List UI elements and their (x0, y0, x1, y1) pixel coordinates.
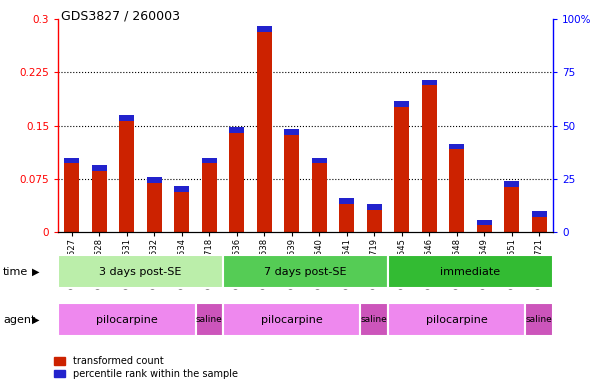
Bar (504, 181, 519, 187)
Bar (284, 129, 299, 135)
Text: pilocarpine: pilocarpine (96, 314, 158, 325)
Bar (367, 204, 382, 210)
Text: saline: saline (361, 315, 387, 324)
Bar (284, 129, 299, 232)
Bar (58, 303, 196, 336)
Bar (119, 115, 134, 121)
Bar (58, 255, 223, 288)
Bar (147, 177, 162, 232)
Text: ▶: ▶ (32, 266, 39, 277)
Bar (64, 158, 79, 232)
Text: immediate: immediate (441, 266, 500, 277)
Bar (504, 181, 519, 232)
Bar (257, 26, 272, 32)
Bar (477, 220, 492, 232)
Bar (394, 101, 409, 232)
Bar (174, 186, 189, 192)
Bar (196, 303, 223, 336)
Bar (312, 158, 327, 164)
Text: pilocarpine: pilocarpine (426, 314, 488, 325)
Bar (229, 127, 244, 232)
Text: GDS3827 / 260003: GDS3827 / 260003 (61, 10, 180, 23)
Bar (532, 211, 547, 217)
Bar (339, 198, 354, 204)
Text: time: time (3, 266, 28, 277)
Bar (360, 303, 388, 336)
Bar (422, 79, 437, 85)
Bar (525, 303, 553, 336)
Bar (449, 144, 464, 232)
Bar (367, 204, 382, 232)
Bar (477, 220, 492, 225)
Text: ▶: ▶ (32, 314, 39, 325)
Bar (119, 115, 134, 232)
Bar (532, 211, 547, 232)
Bar (312, 158, 327, 232)
Bar (147, 177, 162, 183)
Text: pilocarpine: pilocarpine (261, 314, 323, 325)
Bar (223, 303, 360, 336)
Bar (257, 26, 272, 232)
Legend: transformed count, percentile rank within the sample: transformed count, percentile rank withi… (54, 356, 238, 379)
Bar (64, 158, 79, 164)
Text: saline: saline (196, 315, 222, 324)
Bar (223, 255, 388, 288)
Bar (394, 101, 409, 107)
Bar (388, 303, 525, 336)
Bar (422, 79, 437, 232)
Bar (202, 158, 217, 232)
Bar (174, 186, 189, 232)
Bar (229, 127, 244, 133)
Bar (339, 198, 354, 232)
Bar (92, 165, 107, 232)
Text: 7 days post-SE: 7 days post-SE (264, 266, 347, 277)
Bar (202, 158, 217, 164)
Text: 3 days post-SE: 3 days post-SE (100, 266, 181, 277)
Bar (449, 144, 464, 149)
Bar (388, 255, 553, 288)
Text: agent: agent (3, 314, 35, 325)
Text: saline: saline (526, 315, 552, 324)
Bar (92, 165, 107, 170)
